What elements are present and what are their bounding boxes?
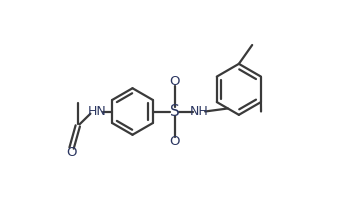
Text: O: O	[169, 75, 180, 88]
Text: O: O	[169, 135, 180, 148]
Text: O: O	[66, 146, 77, 159]
Text: NH: NH	[189, 105, 208, 118]
Text: S: S	[170, 104, 179, 119]
Text: HN: HN	[88, 105, 107, 118]
